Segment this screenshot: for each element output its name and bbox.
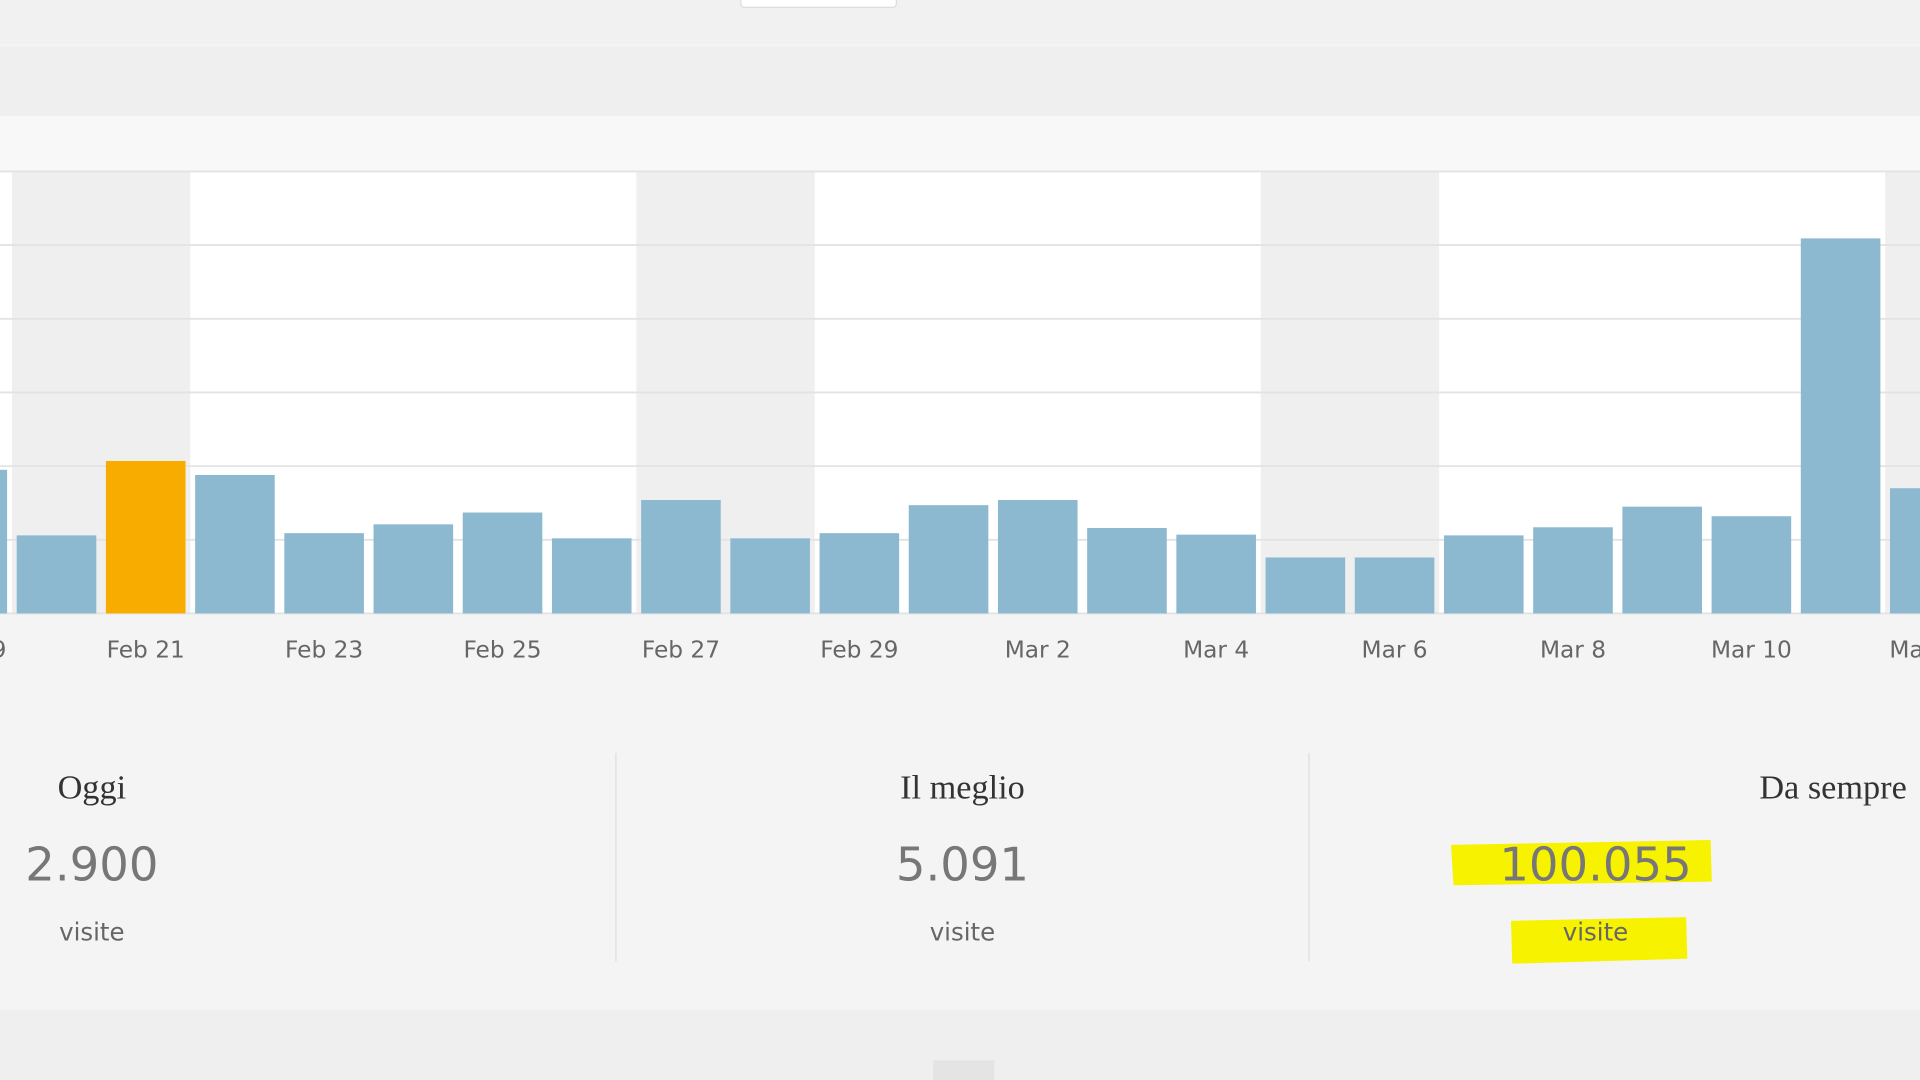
bar bbox=[1622, 506, 1702, 614]
stat-label: Il meglio bbox=[900, 768, 1025, 806]
bar bbox=[551, 538, 632, 614]
stat-unit: visite bbox=[930, 917, 995, 946]
x-tick-label: Feb 19 bbox=[0, 637, 6, 664]
bar bbox=[195, 474, 275, 614]
bar bbox=[105, 460, 186, 614]
bar bbox=[819, 533, 900, 614]
x-tick-label: Feb 27 bbox=[642, 637, 720, 664]
bar bbox=[1711, 516, 1792, 614]
x-tick-label: Feb 23 bbox=[285, 637, 363, 664]
stat-unit: visite bbox=[59, 917, 124, 946]
chart: Feb 19 Feb 21 Feb 23 Feb 25 Feb 27 Feb 29 Mar … bbox=[0, 170, 1920, 664]
bar bbox=[373, 524, 454, 614]
chart-header bbox=[0, 116, 1920, 172]
x-tick-label: Mar 4 bbox=[1183, 637, 1249, 664]
bar bbox=[1443, 535, 1524, 614]
x-tick-label: Mar 10 bbox=[1711, 637, 1792, 664]
stat-value: 100.055 bbox=[1499, 837, 1691, 891]
bar bbox=[1354, 557, 1435, 614]
bar bbox=[1890, 488, 1920, 614]
x-tick-label: Mar 12 bbox=[1889, 637, 1920, 664]
stat-value: 2.900 bbox=[25, 837, 158, 891]
bar bbox=[462, 512, 543, 614]
stat-unit: visite bbox=[1563, 917, 1628, 946]
x-tick-label: Feb 25 bbox=[463, 637, 541, 664]
highlight bbox=[1451, 840, 1712, 886]
bar bbox=[1265, 557, 1346, 614]
bar bbox=[16, 535, 97, 614]
stat-label: Da sempre bbox=[1759, 768, 1906, 806]
footer-tab bbox=[933, 1060, 995, 1080]
x-tick-label: Mar 2 bbox=[1005, 637, 1071, 664]
highlight bbox=[1511, 917, 1688, 964]
bar bbox=[1533, 527, 1613, 614]
bar bbox=[641, 500, 721, 614]
x-tick-label: Mar 6 bbox=[1362, 637, 1428, 664]
x-tick-label: Feb 29 bbox=[820, 637, 898, 664]
stat-label: Oggi bbox=[58, 768, 127, 806]
top-button[interactable] bbox=[740, 0, 897, 8]
stat-value: 5.091 bbox=[896, 837, 1029, 891]
bar bbox=[1800, 238, 1881, 614]
bar bbox=[1087, 528, 1167, 614]
top-bar bbox=[0, 0, 1920, 45]
bar bbox=[908, 505, 989, 614]
x-tick-label: Mar 8 bbox=[1540, 637, 1606, 664]
x-tick-label: Feb 21 bbox=[107, 637, 185, 664]
bar bbox=[997, 500, 1078, 614]
bar bbox=[284, 533, 364, 614]
stats-panel: Oggi 2.900 visite Il meglio 5.091 visite Da se… bbox=[25, 768, 1907, 946]
bar bbox=[0, 469, 8, 614]
bar bbox=[730, 538, 810, 614]
toolbar bbox=[0, 46, 1920, 117]
bar bbox=[1176, 534, 1256, 614]
